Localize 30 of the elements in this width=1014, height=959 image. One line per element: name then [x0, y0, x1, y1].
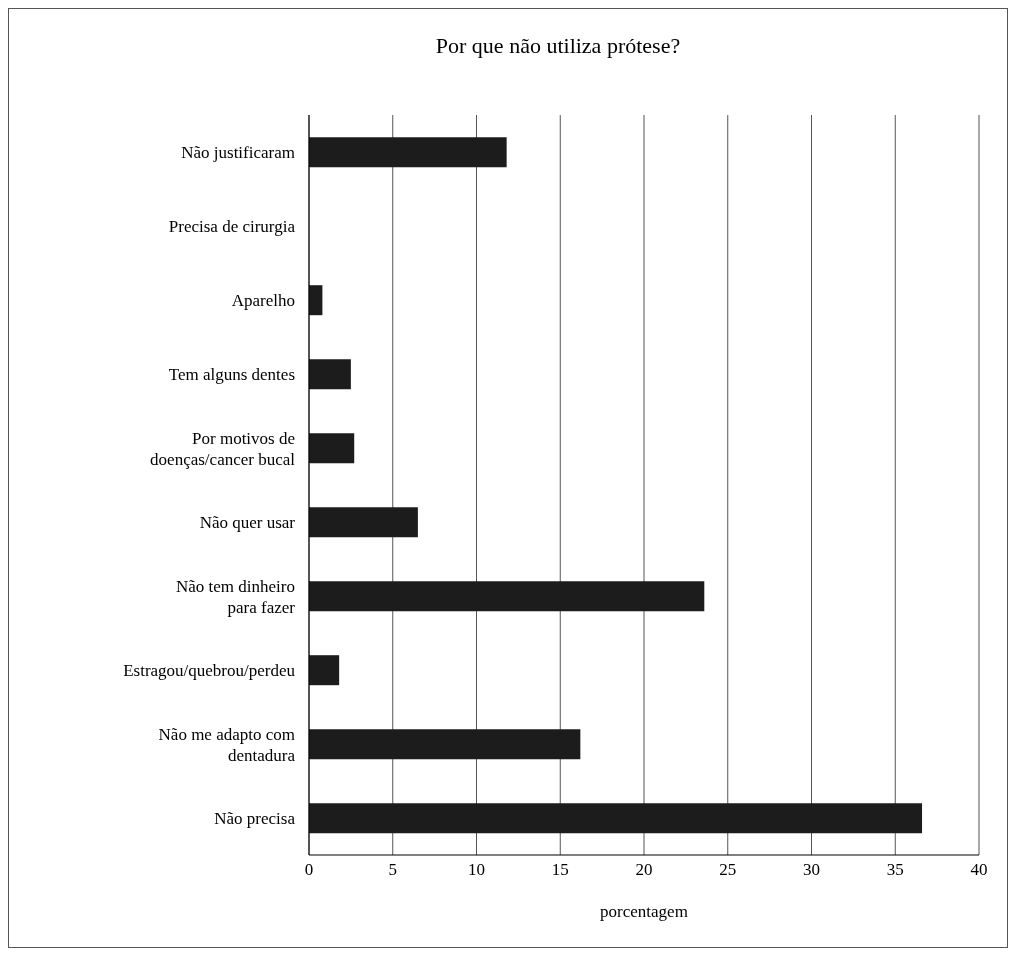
y-tick-label: Aparelho [231, 290, 295, 310]
bar [309, 507, 418, 538]
chart-title: Por que não utiliza prótese? [434, 32, 682, 60]
bar [309, 729, 581, 760]
bar [309, 581, 705, 612]
y-tick-label: Precisa de cirurgia [168, 216, 296, 236]
bar [309, 433, 355, 464]
bar [309, 285, 323, 316]
bar [309, 137, 507, 168]
x-tick-label: 40 [970, 860, 988, 880]
bar [309, 359, 351, 390]
bar [309, 803, 923, 834]
x-tick-label: 35 [886, 860, 904, 880]
y-tick-label: Não me adapto com dentadura [158, 724, 296, 764]
bar [309, 655, 340, 686]
x-tick-label: 15 [551, 860, 569, 880]
x-tick-label: 10 [468, 860, 485, 880]
y-tick-label: Não precisa [214, 808, 296, 828]
x-axis-title: porcentagem [600, 902, 688, 921]
y-tick-label: Não justificaram [181, 142, 295, 162]
y-tick-label: Por motivos de doenças/cancer bucal [150, 428, 296, 468]
y-tick-label: Não quer usar [199, 512, 296, 532]
x-tick-label: 30 [803, 860, 820, 880]
y-tick-label: Tem alguns dentes [168, 364, 295, 384]
x-tick-label: 20 [635, 860, 653, 880]
y-tick-label: Estragou/quebrou/perdeu [123, 660, 296, 680]
y-tick-label: Não tem dinheiro para fazer [176, 576, 296, 616]
x-tick-label: 25 [719, 860, 737, 880]
x-tick-label: 0 [304, 860, 314, 880]
x-tick-label: 5 [388, 860, 397, 880]
